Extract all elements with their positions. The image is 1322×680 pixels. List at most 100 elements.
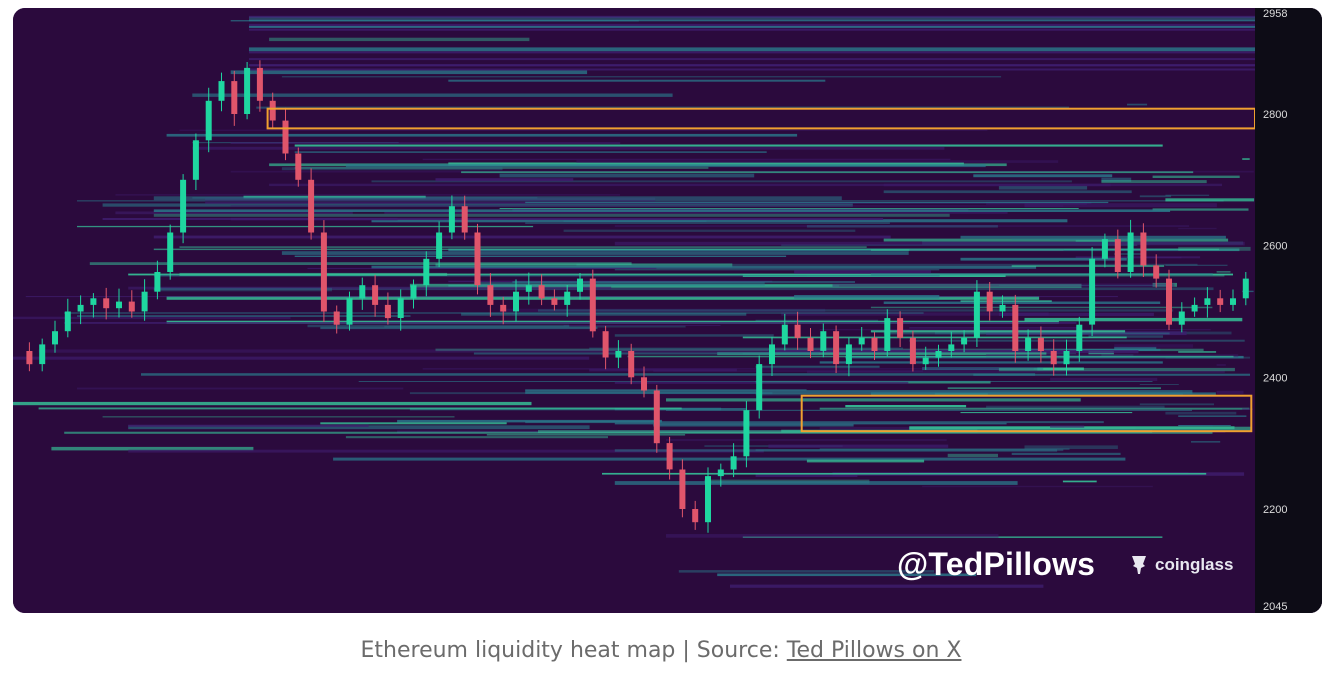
- liquidity-band: [986, 405, 1165, 409]
- candle-body: [436, 232, 443, 259]
- liquidity-band: [435, 348, 1204, 352]
- y-tick-label: 2200: [1263, 504, 1287, 516]
- liquidity-band: [409, 392, 773, 395]
- liquidity-band: [614, 241, 1245, 246]
- liquidity-band: [768, 444, 949, 448]
- liquidity-band: [653, 370, 923, 372]
- liquidity-band: [461, 312, 747, 316]
- liquidity-band: [730, 584, 1044, 588]
- liquidity-band: [153, 274, 940, 277]
- candle-body: [448, 206, 455, 233]
- liquidity-band: [947, 453, 998, 458]
- liquidity-band: [141, 373, 1036, 376]
- candle-body: [1217, 298, 1224, 305]
- liquidity-band: [1152, 282, 1177, 287]
- liquidity-band: [371, 180, 1072, 183]
- liquidity-band: [371, 265, 1037, 269]
- candle-body: [781, 324, 788, 345]
- caption-source-link[interactable]: Ted Pillows on X: [786, 638, 962, 663]
- liquidity-band: [870, 273, 1213, 276]
- candle-body: [1242, 278, 1249, 299]
- liquidity-band: [717, 573, 977, 577]
- liquidity-band: [973, 174, 1113, 178]
- candle-body: [1050, 351, 1057, 365]
- liquidity-band: [13, 401, 532, 406]
- liquidity-band: [307, 267, 657, 269]
- liquidity-band: [960, 300, 1052, 303]
- candle-body: [820, 331, 827, 351]
- liquidity-band: [249, 15, 1255, 18]
- liquidity-band: [1062, 480, 1097, 483]
- liquidity-band: [525, 201, 1109, 204]
- liquidity-band: [832, 283, 1175, 287]
- liquidity-band: [1114, 344, 1194, 348]
- liquidity-band: [435, 263, 733, 268]
- candle-body: [39, 344, 46, 365]
- liquidity-band: [819, 361, 1163, 364]
- liquidity-band: [51, 446, 254, 451]
- candle-body: [231, 81, 238, 114]
- liquidity-band: [794, 295, 940, 299]
- candle-body: [986, 291, 993, 312]
- candle-body: [628, 351, 635, 378]
- liquidity-band: [717, 351, 1047, 356]
- liquidity-band: [1165, 194, 1210, 196]
- liquidity-band: [1165, 411, 1237, 415]
- liquidity-band: [998, 312, 1154, 316]
- candle-body: [461, 206, 468, 233]
- liquidity-band: [249, 25, 1255, 28]
- liquidity-band: [922, 367, 1044, 371]
- liquidity-band: [1165, 198, 1255, 202]
- candle-body: [1178, 311, 1185, 325]
- candle-body: [845, 344, 852, 365]
- liquidity-band: [998, 367, 1235, 372]
- liquidity-band: [499, 308, 826, 312]
- liquidity-band: [1101, 354, 1134, 356]
- candle-body: [116, 301, 122, 309]
- liquidity-band: [614, 269, 940, 271]
- liquidity-band: [128, 286, 612, 290]
- candle-body: [653, 390, 660, 444]
- candle-body: [1140, 232, 1147, 266]
- liquidity-band: [589, 368, 737, 372]
- liquidity-band: [422, 158, 951, 161]
- liquidity-band: [179, 129, 988, 131]
- y-tick-label: 2800: [1263, 109, 1287, 121]
- candle-body: [64, 311, 71, 332]
- liquidity-band: [166, 296, 1040, 300]
- candle-body: [244, 67, 251, 114]
- candle-body: [909, 337, 916, 365]
- liquidity-band: [461, 171, 1194, 174]
- watermark-brand: coinglass: [1129, 554, 1233, 576]
- liquidity-band: [794, 270, 931, 274]
- liquidity-band: [249, 49, 1255, 52]
- liquidity-band: [192, 146, 945, 150]
- candle-body: [1191, 304, 1198, 312]
- liquidity-band: [1050, 377, 1158, 381]
- price-axis-panel: [1255, 8, 1322, 613]
- liquidity-band: [1242, 408, 1253, 410]
- liquidity-band: [1024, 445, 1118, 449]
- candle-body: [1063, 351, 1070, 365]
- liquidity-band: [563, 229, 856, 232]
- liquidity-band: [371, 219, 1068, 223]
- candle-body: [346, 298, 353, 325]
- liquidity-band: [345, 164, 986, 168]
- liquidity-band: [525, 421, 1104, 424]
- liquidity-band: [333, 457, 1126, 461]
- candle-body: [1101, 239, 1108, 259]
- candle-body: [730, 456, 737, 470]
- candle-body: [52, 331, 58, 345]
- liquidity-band: [64, 431, 1213, 434]
- liquidity-band: [473, 282, 765, 286]
- candle-body: [192, 140, 199, 180]
- liquidity-band: [38, 407, 682, 410]
- candle-body: [833, 331, 840, 365]
- candle-body: [1230, 298, 1236, 305]
- liquidity-band: [281, 167, 503, 171]
- liquidity-band: [397, 419, 662, 423]
- candle-body: [295, 153, 302, 180]
- liquidity-band: [576, 160, 1059, 163]
- liquidity-band: [13, 316, 291, 320]
- liquidity-band: [102, 416, 455, 418]
